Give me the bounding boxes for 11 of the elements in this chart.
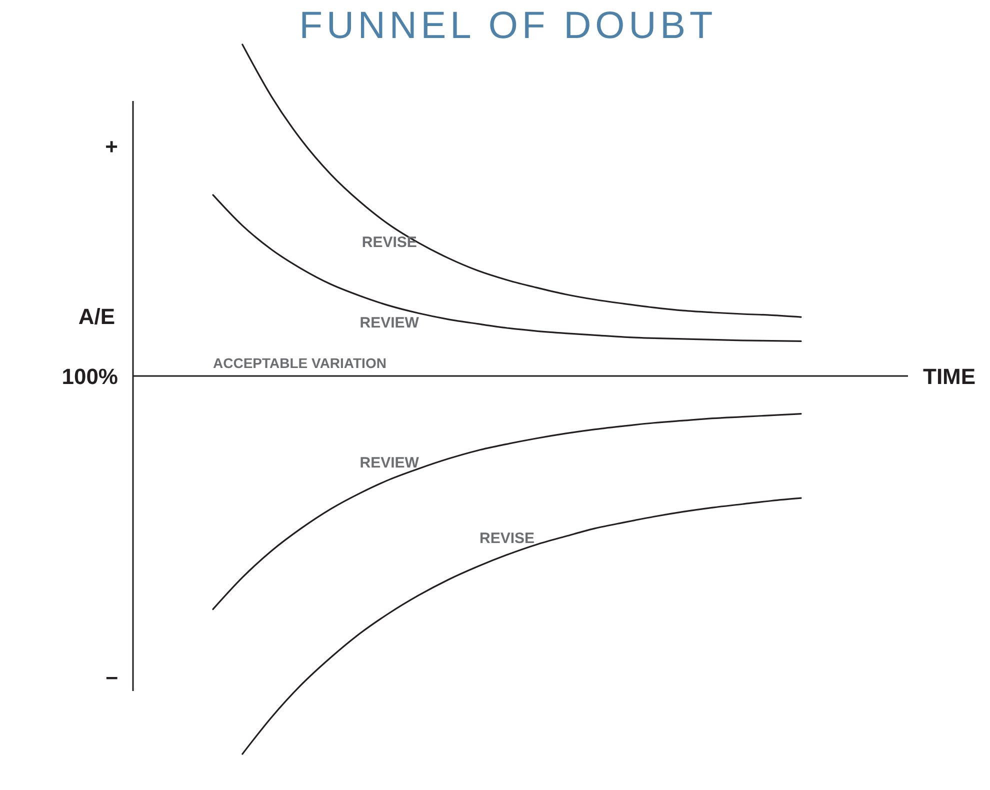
series-label: REVIEW [360,454,420,472]
series-label: REVISE [362,234,417,251]
chart-title: FUNNEL OF DOUBT [299,5,717,47]
text: – [106,664,118,689]
y-axis-title: A/E [78,304,115,329]
series-label: REVISE [479,530,535,547]
text: + [105,134,118,159]
x-axis-title: TIME [923,364,976,389]
text: 100% [62,364,118,389]
annotation: ACCEPTABLE VARIATION [213,355,386,371]
series-label: REVIEW [360,314,420,332]
